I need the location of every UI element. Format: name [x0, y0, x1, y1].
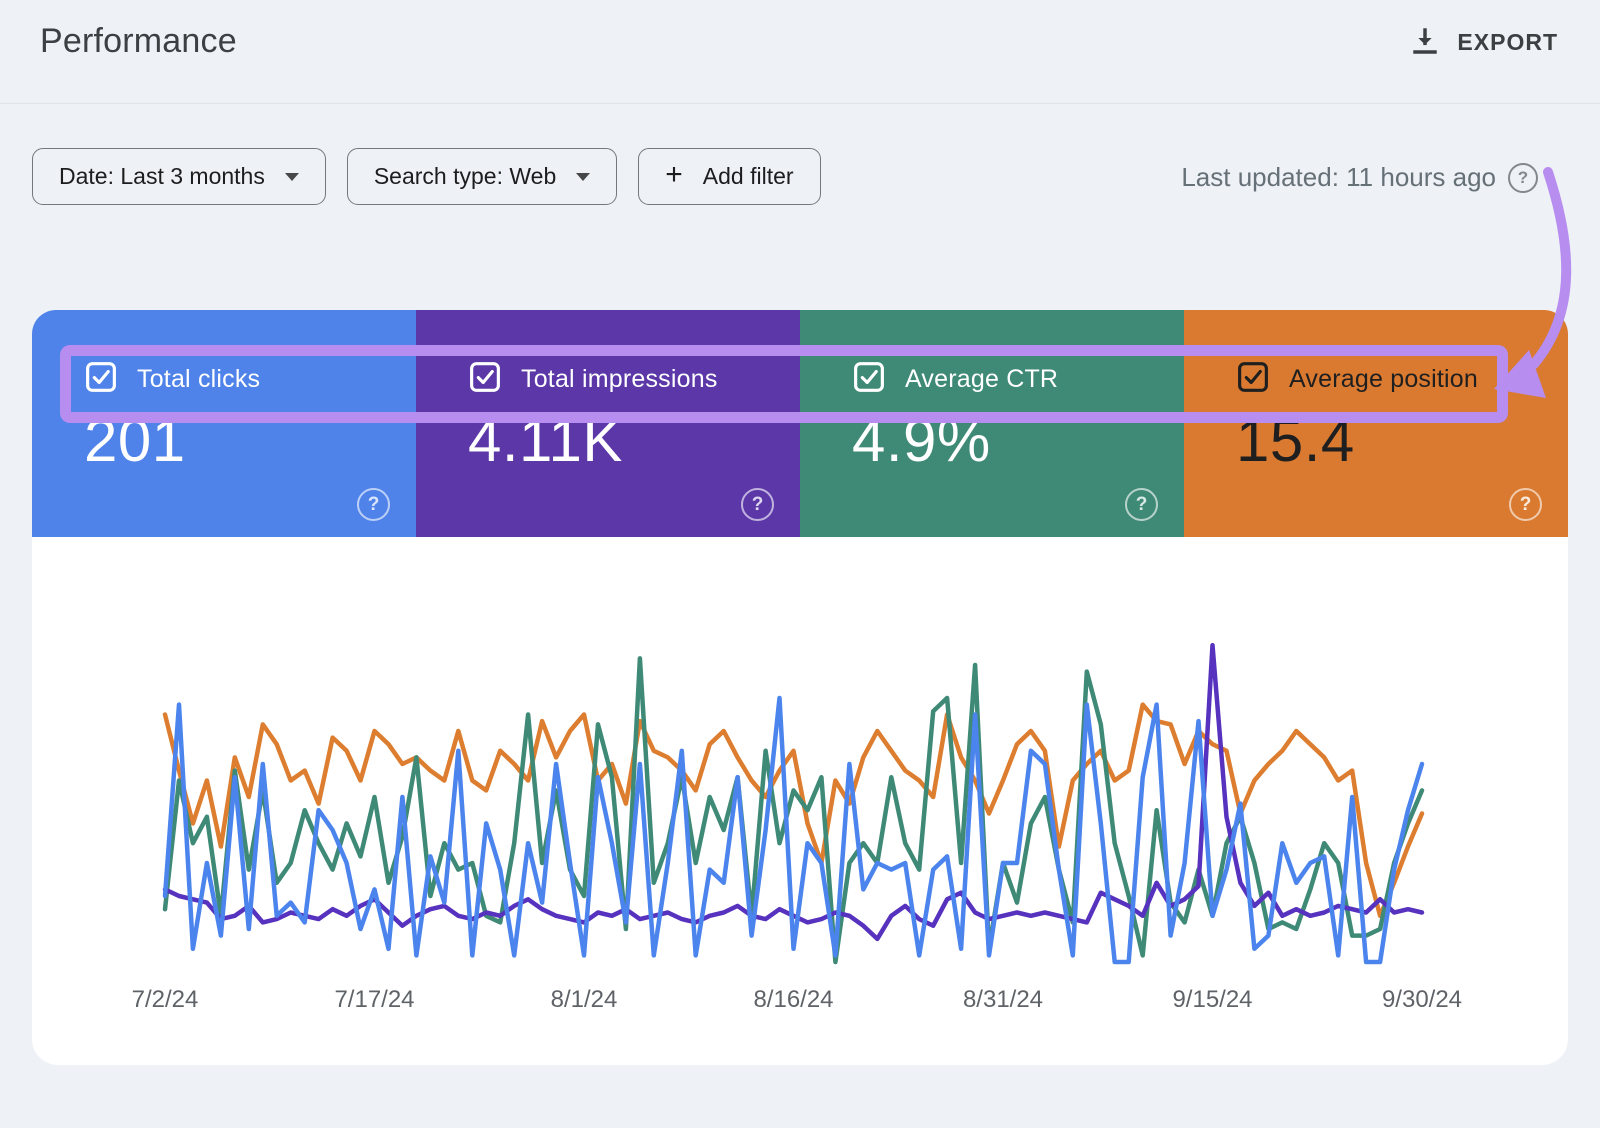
export-label: EXPORT	[1457, 29, 1558, 56]
export-button[interactable]: EXPORT	[1409, 26, 1558, 58]
last-updated-status: Last updated: 11 hours ago ?	[1181, 162, 1538, 193]
page-title: Performance	[40, 22, 237, 61]
question-mark-circle-icon[interactable]: ?	[741, 488, 774, 521]
card-value: 4.9%	[852, 406, 991, 475]
x-axis-tick-label: 7/2/24	[132, 986, 199, 1013]
card-label: Average CTR	[905, 365, 1058, 394]
metric-card-average-position[interactable]: Average position 15.4 ?	[1184, 310, 1568, 537]
checked-checkbox-icon[interactable]	[84, 360, 118, 399]
question-mark-circle-icon[interactable]: ?	[1508, 163, 1538, 193]
card-label: Total clicks	[137, 365, 260, 394]
x-axis-tick-label: 8/31/24	[963, 986, 1043, 1013]
card-label: Average position	[1289, 365, 1478, 394]
filter-bar: Date: Last 3 months Search type: Web + A…	[32, 148, 821, 205]
x-axis-tick-label: 7/17/24	[334, 986, 414, 1013]
last-updated-text: Last updated: 11 hours ago	[1181, 162, 1496, 193]
card-label: Total impressions	[521, 365, 718, 394]
download-icon	[1409, 26, 1441, 58]
checked-checkbox-icon[interactable]	[1236, 360, 1270, 399]
x-axis-tick-label: 9/30/24	[1382, 986, 1462, 1013]
metric-card-total-impressions[interactable]: Total impressions 4.11K ?	[416, 310, 800, 537]
question-mark-circle-icon[interactable]: ?	[357, 488, 390, 521]
series-line-average-position	[165, 705, 1422, 916]
add-filter-button[interactable]: + Add filter	[638, 148, 820, 205]
x-axis-tick-label: 9/15/24	[1172, 986, 1252, 1013]
question-mark-circle-icon[interactable]: ?	[1125, 488, 1158, 521]
checked-checkbox-icon[interactable]	[852, 360, 886, 399]
x-axis-tick-label: 8/1/24	[551, 986, 618, 1013]
header-divider	[0, 103, 1600, 104]
plus-icon: +	[665, 160, 683, 190]
metric-card-total-clicks[interactable]: Total clicks 201 ?	[32, 310, 416, 537]
search-type-filter-label: Search type: Web	[374, 163, 556, 190]
date-filter-chip[interactable]: Date: Last 3 months	[32, 148, 326, 205]
add-filter-label: Add filter	[703, 163, 794, 190]
caret-down-icon	[285, 173, 299, 181]
checked-checkbox-icon[interactable]	[468, 360, 502, 399]
metric-card-average-ctr[interactable]: Average CTR 4.9% ?	[800, 310, 1184, 537]
metric-cards-row: Total clicks 201 ? Total impressions 4.1…	[32, 310, 1568, 537]
performance-line-chart: 7/2/24 7/17/24 8/1/24 8/16/24 8/31/24 9/15/24…	[32, 537, 1568, 1065]
question-mark-circle-icon[interactable]: ?	[1509, 488, 1542, 521]
date-filter-label: Date: Last 3 months	[59, 163, 265, 190]
caret-down-icon	[576, 173, 590, 181]
card-value: 201	[84, 406, 186, 475]
card-value: 4.11K	[468, 406, 623, 475]
card-value: 15.4	[1236, 406, 1355, 475]
performance-chart-panel: 7/2/24 7/17/24 8/1/24 8/16/24 8/31/24 9/15/24…	[32, 537, 1568, 1065]
series-line-total-clicks	[165, 698, 1422, 962]
search-type-filter-chip[interactable]: Search type: Web	[347, 148, 617, 205]
x-axis-tick-label: 8/16/24	[753, 986, 833, 1013]
